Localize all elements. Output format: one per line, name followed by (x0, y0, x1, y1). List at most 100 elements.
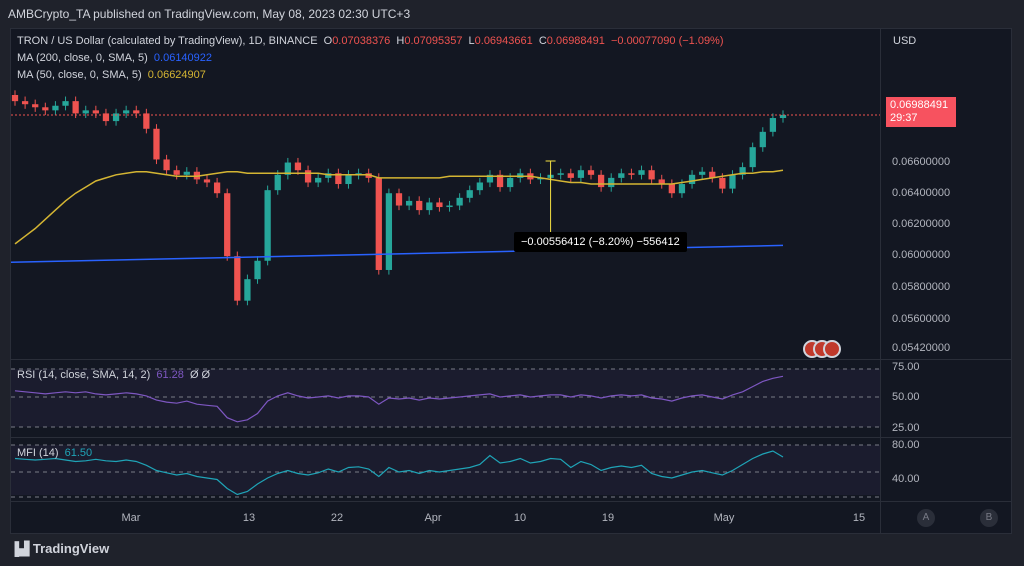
price-tick: 0.06400000 (892, 187, 951, 199)
candle-body (254, 260, 261, 280)
legend-mfi[interactable]: MFI (14) 61.50 (17, 447, 95, 459)
measure-tooltip: −0.00556412 (−8.20%) −556412 (514, 232, 687, 252)
candle-body (345, 174, 352, 185)
candle-body (688, 174, 696, 185)
ma200-value: 0.06140922 (153, 52, 213, 64)
auto-scale-button[interactable]: A (917, 509, 935, 527)
candle-body (32, 104, 39, 108)
candle-body (668, 184, 675, 194)
mfi-tick: 80.00 (892, 439, 920, 451)
candle-body (678, 184, 686, 194)
candle-body (72, 101, 79, 114)
candle-body (618, 173, 625, 178)
symbol-label[interactable]: TRON / US Dollar (calculated by TradingV… (17, 35, 318, 47)
last-price-badge: 0.06988491 29:37 (886, 97, 956, 127)
price-tick: 0.06200000 (892, 218, 951, 230)
date-tick: 10 (513, 512, 527, 524)
price-tick: 0.06000000 (892, 249, 951, 261)
tradingview-logo-text: TradingView (32, 541, 110, 556)
candle-body (315, 177, 322, 183)
mfi-line (14, 450, 784, 496)
high-value: 0.07095357 (404, 35, 463, 47)
price-tick: 0.05420000 (892, 342, 951, 354)
candle-body (486, 174, 494, 183)
candle-body (375, 177, 382, 270)
mfi-label: MFI (14) (17, 447, 59, 459)
mfi-tick: 40.00 (892, 473, 920, 485)
price-tick: 0.05800000 (892, 281, 951, 293)
date-tick: 15 (852, 512, 866, 524)
candle-body (436, 202, 443, 208)
candle-body (557, 173, 564, 175)
close-label: C (538, 35, 547, 47)
candle-body (395, 193, 403, 206)
date-tick: Mar (121, 512, 141, 524)
ma50-label: MA (50, close, 0, SMA, 5) (17, 69, 142, 81)
high-label: H (396, 35, 405, 47)
date-tick: 22 (330, 512, 344, 524)
pane-divider-rsi[interactable] (11, 359, 1011, 360)
close-value: 0.06988491 (546, 35, 605, 47)
date-tick: 13 (242, 512, 256, 524)
candle-body (11, 95, 19, 102)
candle-body (274, 174, 281, 191)
candle-body (183, 171, 190, 175)
candle-body (294, 162, 302, 171)
candle-body (779, 114, 787, 119)
candle-body (62, 101, 69, 106)
candle-body (759, 131, 766, 148)
tradingview-logo[interactable]: ▐▟ TradingView (10, 541, 109, 557)
rsi-tick: 50.00 (892, 391, 920, 403)
candle-body (638, 170, 645, 175)
legend-ma50[interactable]: MA (50, close, 0, SMA, 5) 0.06624907 (17, 69, 209, 81)
candle-body (153, 128, 160, 160)
us-flag-icon[interactable] (823, 340, 841, 358)
candle-body (304, 170, 312, 183)
legend-main: TRON / US Dollar (calculated by TradingV… (17, 35, 727, 47)
candle-body (699, 171, 706, 175)
legend-ma200[interactable]: MA (200, close, 0, SMA, 5) 0.06140922 (17, 52, 215, 64)
legend-rsi[interactable]: RSI (14, close, SMA, 14, 2) 61.28 Ø Ø (17, 369, 213, 381)
candle-body (21, 101, 29, 105)
candle-body (173, 170, 180, 175)
candle-body (709, 171, 716, 178)
mfi-band (11, 445, 880, 495)
candle-body (213, 182, 221, 194)
price-tick: 0.06600000 (892, 156, 951, 168)
publish-header: AMBCrypto_TA published on TradingView.co… (8, 7, 411, 21)
chart-svg[interactable] (11, 29, 1011, 533)
ma50-line (14, 169, 784, 245)
mfi-value: 61.50 (64, 447, 93, 459)
rsi-extra: Ø Ø (189, 369, 211, 381)
candle-body (446, 205, 453, 208)
candle-body (476, 182, 483, 191)
log-scale-button[interactable]: B (980, 509, 998, 527)
candle-body (385, 193, 393, 270)
candle-body (143, 113, 150, 129)
candle-body (102, 113, 110, 122)
candle-body (284, 162, 291, 175)
bar-countdown: 29:37 (890, 112, 918, 124)
candle-body (405, 200, 413, 206)
candle-body (597, 174, 605, 188)
ma50-value: 0.06624907 (147, 69, 206, 81)
candle-body (719, 177, 726, 189)
pane-divider-mfi[interactable] (11, 437, 1011, 438)
candle-body (42, 107, 49, 111)
candle-body (123, 110, 130, 114)
candle-body (426, 202, 433, 211)
candle-body (729, 174, 736, 189)
candle-body (133, 110, 140, 114)
price-tick: 0.05600000 (892, 313, 951, 325)
currency-label[interactable]: USD (893, 35, 917, 47)
candle-body (587, 170, 595, 175)
candle-body (264, 190, 271, 261)
candle-body (365, 173, 372, 178)
candle-body (163, 159, 170, 171)
time-axis-divider (11, 501, 1011, 502)
tradingview-logo-icon: ▐▟ (10, 541, 30, 556)
date-tick: Apr (424, 512, 442, 524)
candle-body (224, 193, 231, 257)
candle-body (769, 118, 777, 132)
date-tick: 19 (601, 512, 615, 524)
